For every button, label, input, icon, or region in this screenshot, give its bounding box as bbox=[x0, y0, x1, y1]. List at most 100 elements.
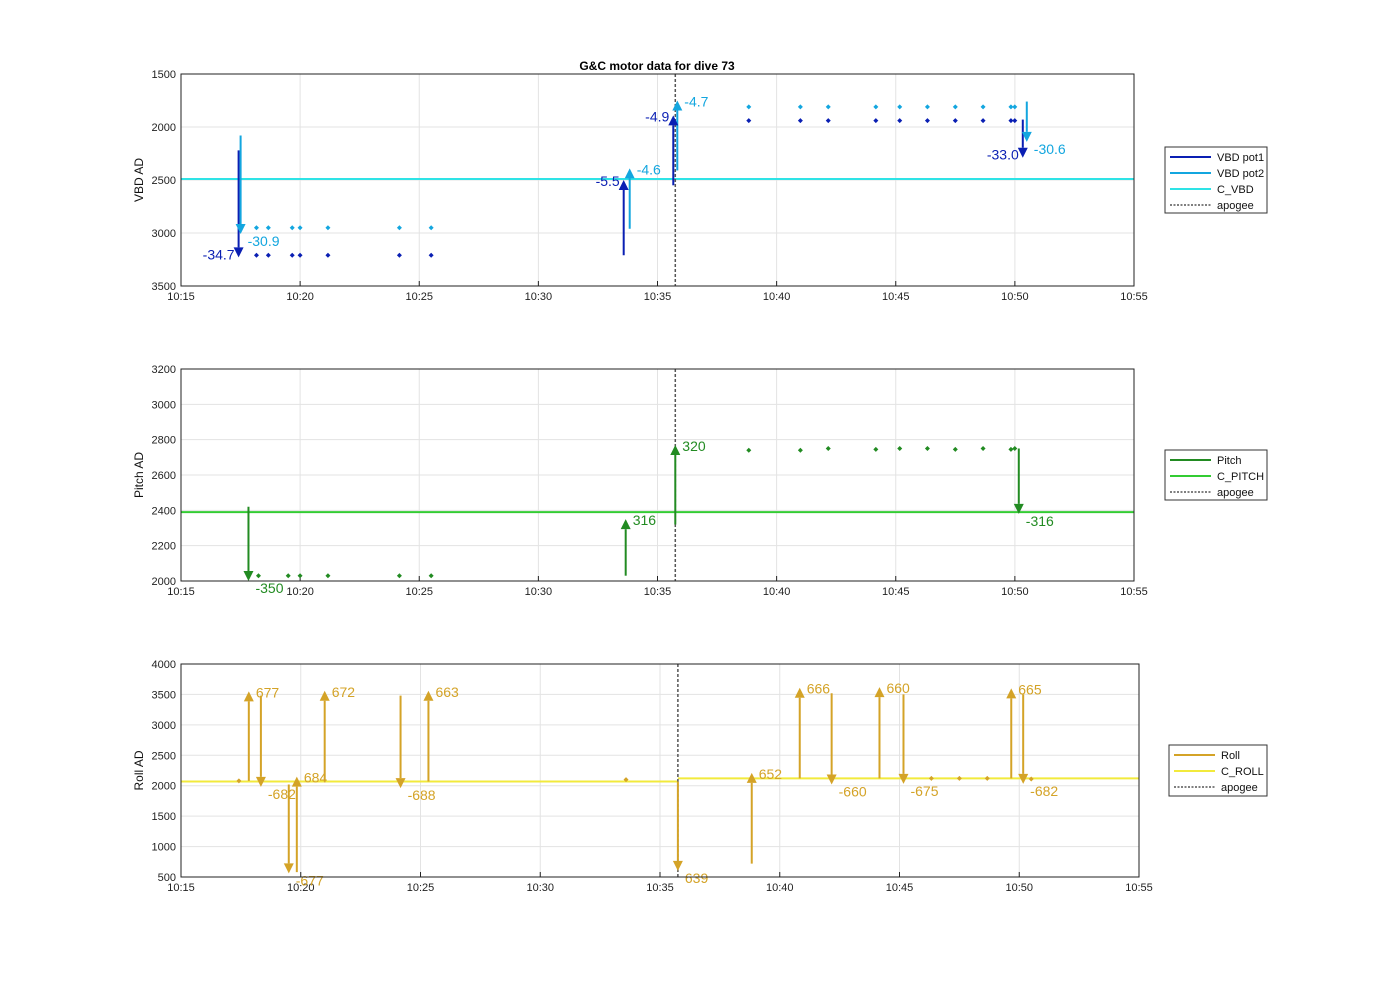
roll-arrow-head bbox=[423, 690, 434, 701]
vbd-arrow-label: -30.9 bbox=[248, 233, 280, 249]
roll-y-tick-label: 1500 bbox=[152, 811, 176, 823]
vbd-panel: 10:15 10:20 10:25 10:30 10:35 10:40 10:45 10:50… bbox=[132, 69, 1268, 303]
roll-arrow-label: 663 bbox=[435, 684, 459, 700]
roll-y-tick-label: 1000 bbox=[152, 842, 176, 854]
pitch-x-tick-label: 10:35 bbox=[644, 586, 672, 598]
vbd-arrow-head bbox=[1017, 147, 1028, 158]
vbd-arrow-label: -33.0 bbox=[987, 147, 1019, 163]
roll-arrow-label: 672 bbox=[332, 684, 356, 700]
roll-arrow-label: 652 bbox=[759, 766, 783, 782]
roll-panel: 10:15 10:20 10:25 10:30 10:35 10:40 10:45 10:50… bbox=[132, 659, 1268, 894]
vbd-data-point bbox=[746, 118, 752, 124]
roll-arrow-label: 684 bbox=[304, 770, 328, 786]
roll-arrow-head bbox=[898, 773, 909, 784]
pitch-x-tick-label: 10:20 bbox=[286, 586, 314, 598]
vbd-data-point bbox=[980, 104, 986, 110]
roll-legend-label: apogee bbox=[1221, 782, 1258, 794]
vbd-data-point bbox=[396, 252, 402, 258]
pitch-y-tick-label: 2400 bbox=[152, 505, 176, 517]
roll-y-tick-label: 3000 bbox=[152, 720, 176, 732]
vbd-y-tick-label: 1500 bbox=[152, 69, 176, 81]
vbd-data-point bbox=[1008, 118, 1014, 124]
roll-y-tick-label: 3500 bbox=[152, 689, 176, 701]
vbd-data-point bbox=[289, 225, 295, 231]
roll-arrow-head bbox=[746, 772, 757, 783]
pitch-y-tick-label: 3000 bbox=[152, 399, 176, 411]
vbd-data-point bbox=[897, 118, 903, 124]
pitch-arrow-head bbox=[670, 444, 681, 455]
roll-arrow-head bbox=[319, 690, 330, 701]
vbd-data-point bbox=[428, 252, 434, 258]
roll-x-tick-label: 10:50 bbox=[1005, 882, 1033, 894]
roll-axes-box bbox=[180, 663, 1140, 878]
vbd-data-point bbox=[897, 104, 903, 110]
roll-legend-label: Roll bbox=[1221, 750, 1240, 762]
vbd-arrow-label: -30.6 bbox=[1034, 141, 1066, 157]
pitch-data-point bbox=[428, 573, 434, 579]
vbd-legend-label: apogee bbox=[1217, 200, 1254, 212]
vbd-data-point bbox=[325, 252, 331, 258]
pitch-data-point bbox=[873, 446, 879, 452]
pitch-arrow-head bbox=[243, 571, 254, 581]
roll-arrow-head bbox=[672, 860, 683, 871]
pitch-x-tick-label: 10:30 bbox=[525, 586, 553, 598]
vbd-arrow-head bbox=[672, 100, 683, 111]
vbd-y-tick-label: 2500 bbox=[152, 175, 176, 187]
vbd-y-tick-label: 2000 bbox=[152, 122, 176, 134]
roll-arrow-head bbox=[826, 774, 837, 785]
vbd-data-point bbox=[1012, 118, 1018, 124]
pitch-x-tick-label: 10:40 bbox=[763, 586, 791, 598]
roll-y-axis-label: Roll AD bbox=[132, 750, 146, 790]
pitch-data-point bbox=[897, 446, 903, 451]
roll-y-tick-label: 2500 bbox=[152, 750, 176, 762]
roll-arrow-head bbox=[874, 687, 885, 698]
pitch-x-tick-label: 10:55 bbox=[1120, 586, 1148, 598]
pitch-y-tick-label: 2200 bbox=[152, 541, 176, 553]
vbd-data-point bbox=[325, 225, 331, 231]
pitch-data-point bbox=[396, 573, 402, 579]
vbd-data-point bbox=[797, 104, 803, 110]
vbd-x-tick-label: 10:25 bbox=[405, 291, 433, 303]
vbd-data-point bbox=[396, 225, 402, 231]
vbd-x-tick-label: 10:30 bbox=[525, 291, 553, 303]
roll-data-point bbox=[1028, 776, 1034, 782]
vbd-x-tick-label: 10:40 bbox=[763, 291, 791, 303]
pitch-arrow-label: -316 bbox=[1026, 513, 1054, 529]
pitch-data-point bbox=[952, 446, 958, 452]
roll-x-tick-label: 10:45 bbox=[886, 882, 914, 894]
roll-data-point bbox=[956, 775, 962, 781]
roll-x-tick-label: 10:20 bbox=[287, 882, 315, 894]
vbd-data-point bbox=[924, 118, 930, 124]
pitch-y-tick-label: 2800 bbox=[152, 435, 176, 447]
pitch-data-point bbox=[285, 573, 291, 579]
vbd-x-tick-label: 10:15 bbox=[167, 291, 195, 303]
pitch-data-point bbox=[1008, 446, 1014, 452]
vbd-legend-label: C_VBD bbox=[1217, 184, 1254, 196]
pitch-x-tick-label: 10:45 bbox=[882, 586, 910, 598]
roll-data-point bbox=[236, 778, 242, 784]
pitch-x-tick-label: 10:15 bbox=[167, 586, 195, 598]
vbd-y-tick-label: 3500 bbox=[152, 281, 176, 293]
roll-legend-label: C_ROLL bbox=[1221, 766, 1264, 778]
roll-arrow-label: -682 bbox=[268, 786, 296, 802]
vbd-data-point bbox=[253, 225, 259, 231]
pitch-data-point bbox=[297, 573, 303, 579]
roll-arrow-label: 666 bbox=[807, 681, 831, 697]
roll-arrow-head bbox=[794, 687, 805, 698]
vbd-axes-box bbox=[180, 73, 1135, 287]
vbd-data-point bbox=[952, 118, 958, 124]
vbd-data-point bbox=[1012, 104, 1018, 110]
roll-arrow-head bbox=[243, 691, 254, 702]
pitch-data-point bbox=[797, 447, 803, 453]
pitch-panel: 10:15 10:20 10:25 10:30 10:35 10:40 10:45 10:50… bbox=[132, 364, 1268, 598]
vbd-arrow-label: -34.7 bbox=[203, 246, 235, 262]
vbd-x-tick-label: 10:55 bbox=[1120, 291, 1148, 303]
vbd-data-point bbox=[924, 104, 930, 110]
vbd-legend-label: VBD pot2 bbox=[1217, 168, 1264, 180]
vbd-arrow-label: -4.6 bbox=[637, 161, 661, 177]
vbd-x-tick-label: 10:45 bbox=[882, 291, 910, 303]
vbd-data-point bbox=[289, 252, 295, 258]
roll-x-tick-label: 10:40 bbox=[766, 882, 794, 894]
vbd-arrow-head bbox=[233, 247, 244, 258]
